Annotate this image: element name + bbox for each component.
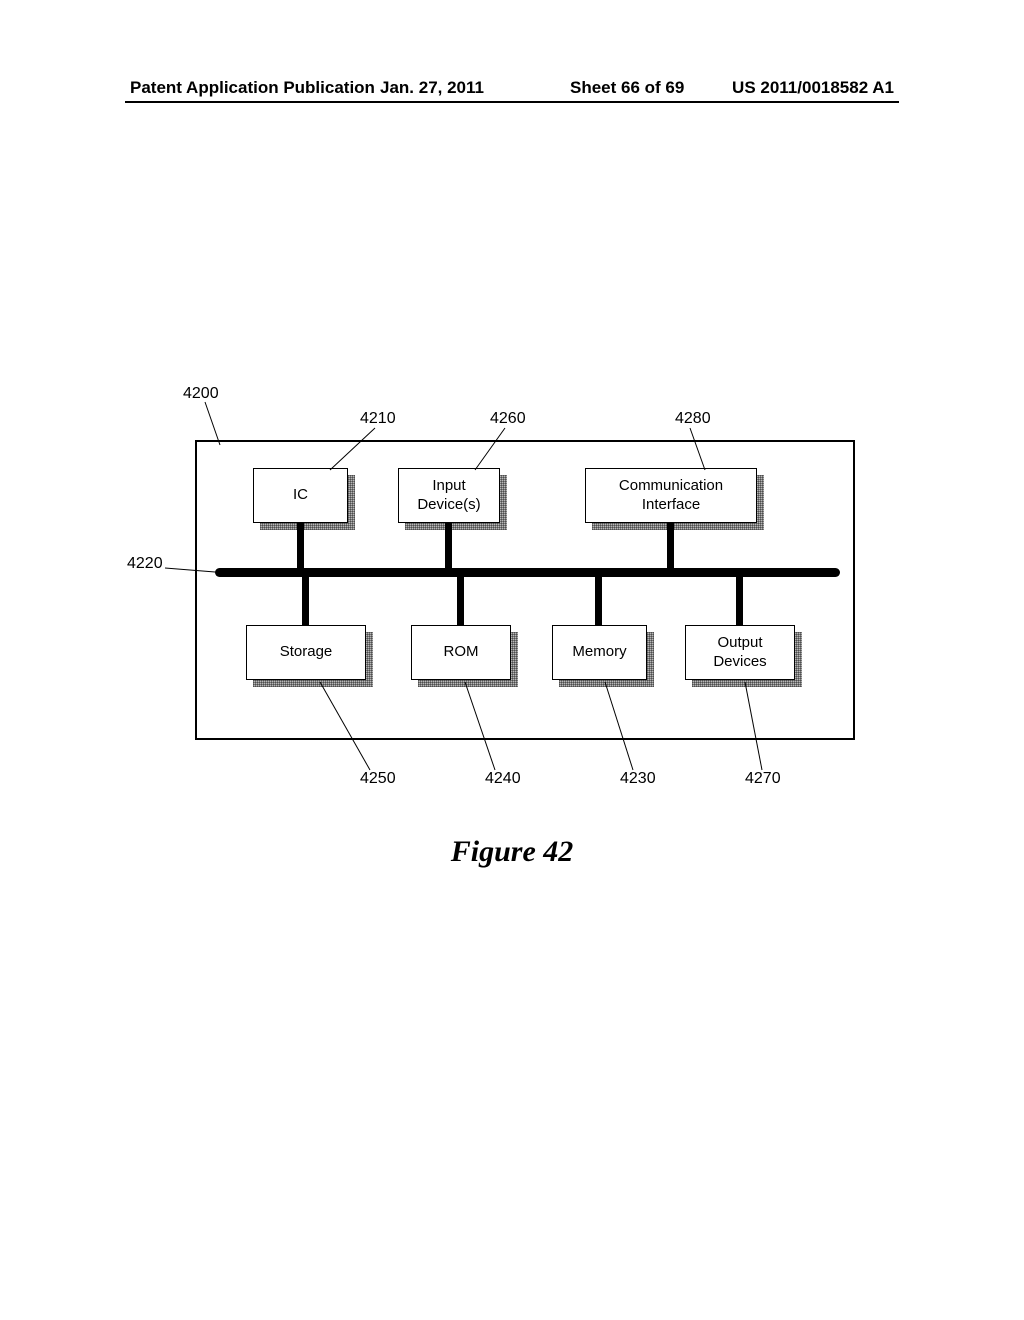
memory-block: Memory [552, 625, 647, 680]
header-rule [125, 101, 899, 103]
header-publication: Patent Application Publication [130, 78, 375, 98]
ic-block: IC [253, 468, 348, 523]
bus-stem-memory [595, 573, 602, 626]
bus-stem-input [445, 523, 452, 572]
header-date: Jan. 27, 2011 [380, 78, 484, 98]
rom-block-label: ROM [444, 643, 479, 662]
ref-4200: 4200 [183, 385, 219, 403]
ref-4260: 4260 [490, 410, 526, 428]
ref-4280: 4280 [675, 410, 711, 428]
output-block-label: Output Devices [713, 634, 766, 672]
bus-stem-output [736, 573, 743, 626]
ic-block-label: IC [293, 486, 308, 505]
bus-stem-ic [297, 523, 304, 572]
ref-4250: 4250 [360, 770, 396, 788]
storage-block: Storage [246, 625, 366, 680]
ref-4230: 4230 [620, 770, 656, 788]
storage-block-label: Storage [280, 643, 333, 662]
block-diagram: IC Input Device(s) Communication Interfa… [165, 370, 865, 770]
figure-title: Figure 42 [0, 835, 1024, 869]
input-block-label: Input Device(s) [417, 477, 480, 515]
page-header: Patent Application Publication Jan. 27, … [130, 78, 894, 98]
comm-interface-block: Communication Interface [585, 468, 757, 523]
ref-4210: 4210 [360, 410, 396, 428]
ref-4270: 4270 [745, 770, 781, 788]
memory-block-label: Memory [572, 643, 626, 662]
comm-block-label: Communication Interface [619, 477, 723, 515]
rom-block: ROM [411, 625, 511, 680]
header-sheet: Sheet 66 of 69 [570, 78, 684, 98]
ref-4220: 4220 [127, 555, 163, 573]
header-pubnum: US 2011/0018582 A1 [732, 78, 894, 98]
output-devices-block: Output Devices [685, 625, 795, 680]
input-devices-block: Input Device(s) [398, 468, 500, 523]
ref-4240: 4240 [485, 770, 521, 788]
bus-stem-comm [667, 523, 674, 572]
bus-stem-rom [457, 573, 464, 626]
bus-stem-storage [302, 573, 309, 626]
